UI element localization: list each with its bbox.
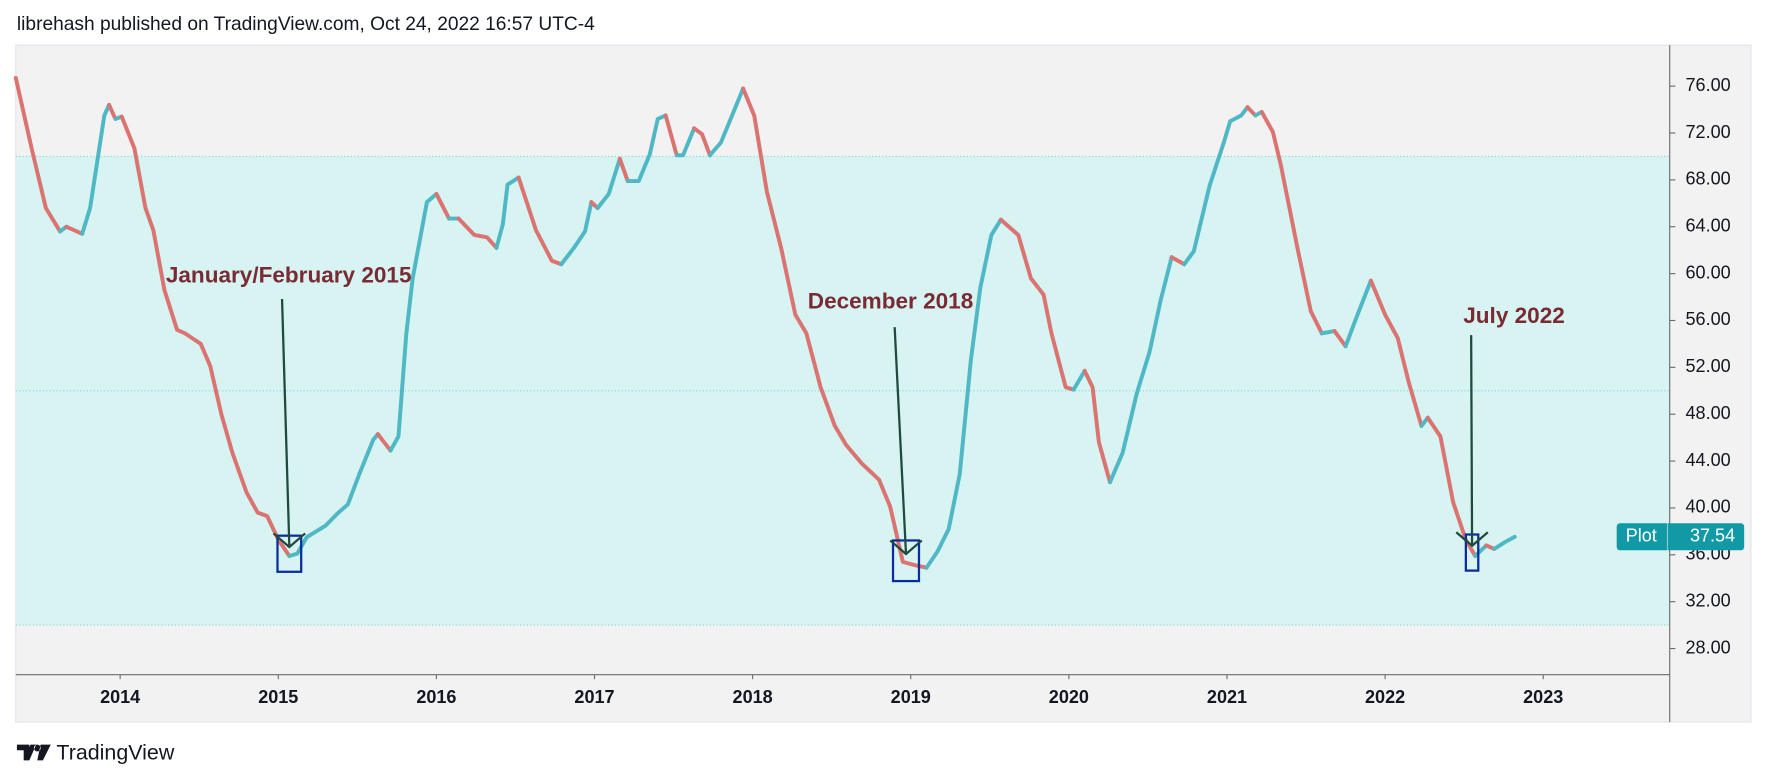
y-tick-label: 52.00 [1686,356,1731,376]
annotation-arrow [280,298,291,547]
x-tick-label: 2020 [1049,687,1089,707]
y-tick-label: 44.00 [1686,450,1731,470]
x-tick-label: 2017 [574,687,614,707]
line-segment [13,75,63,234]
line-segment [1108,255,1174,485]
y-tick-label: 28.00 [1686,637,1731,657]
x-tick-label: 2021 [1207,687,1247,707]
line-segment [663,113,679,158]
line-segment [80,102,112,236]
x-tick-label: 2014 [100,687,140,707]
y-tick-label: 56.00 [1686,309,1731,329]
line-segment [375,432,393,453]
annotation-text: December 2018 [808,288,973,313]
x-tick-label: 2019 [891,687,931,707]
line-segment [1182,105,1250,267]
annotation-arrowhead [889,539,923,556]
line-segment [707,86,746,158]
line-segment [625,113,668,184]
annotation-arrow [893,327,908,555]
line-segment [595,156,622,210]
annotation-arrowhead [1455,531,1489,548]
x-tick-label: 2018 [733,687,773,707]
y-tick-label: 64.00 [1686,216,1731,236]
line-segment [1425,415,1478,558]
line-segment [107,102,118,121]
footer-logo [16,744,51,761]
series-name: Plot [1626,526,1657,546]
line-segment [1082,368,1112,485]
line-segment [456,216,499,250]
footer-brand: TradingView [56,740,174,764]
line-segment [1259,109,1324,336]
line-segment [1343,278,1373,349]
line-segment [617,156,630,184]
y-tick-label: 68.00 [1686,169,1731,189]
last-value-badge [1616,523,1745,551]
line-segment [1473,543,1489,558]
line-segment [674,126,697,158]
annotation-text: July 2022 [1463,303,1565,328]
last-value: 37.54 [1690,526,1735,546]
line-segment [1368,278,1424,428]
line-segment [998,217,1076,392]
y-tick-label: 48.00 [1686,403,1731,423]
line-segment [924,217,1003,570]
y-tick-label: 40.00 [1686,497,1731,517]
line-segment [1332,329,1348,349]
x-tick-label: 2015 [258,687,298,707]
y-tick-label: 72.00 [1686,122,1731,142]
annotation-arrowhead [272,532,306,549]
annotation-text: January/February 2015 [166,262,412,287]
line-segment [559,200,594,267]
line-segment [692,126,712,158]
line-segment [1319,329,1337,336]
plot-area [13,75,1670,626]
line-segment [119,114,292,558]
line-segment [494,175,521,250]
header-text: librehash published on TradingView.com, … [17,14,595,35]
x-tick-label: 2022 [1365,687,1405,707]
annotation-arrow [1470,335,1474,546]
x-tick-label: 2016 [416,687,456,707]
line-segment [388,191,439,453]
line-segment [434,191,452,221]
line-segment [741,86,929,570]
line-segment [1492,534,1517,551]
x-tick-label: 2023 [1523,687,1563,707]
line-segment [1169,255,1187,267]
line-segment [516,175,564,267]
line-segment [64,224,85,236]
y-tick-label: 60.00 [1686,262,1731,282]
line-segment [1071,368,1087,392]
y-tick-label: 76.00 [1686,75,1731,95]
y-tick-label: 32.00 [1686,590,1731,610]
